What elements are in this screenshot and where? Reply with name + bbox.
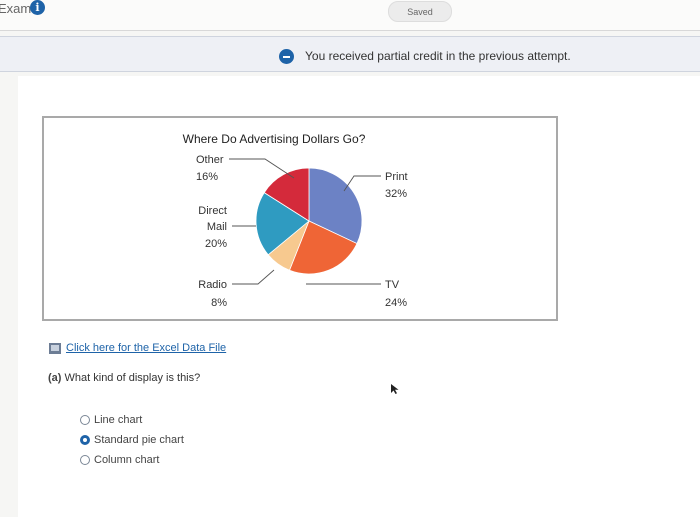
radio-button-selected[interactable] — [80, 435, 90, 445]
leader-line — [232, 269, 275, 285]
minus-circle-icon — [279, 49, 294, 64]
question-a: (a) What kind of display is this? — [48, 372, 200, 384]
slice-percent-label: 24% — [385, 297, 407, 309]
option-line-chart[interactable]: Line chart — [80, 410, 184, 430]
partial-credit-notice: You received partial credit in the previ… — [0, 36, 700, 72]
slice-percent-label: 20% — [205, 238, 227, 250]
slice-category-label: Mail — [207, 221, 227, 233]
pie-slice-other — [263, 167, 310, 222]
slice-percent-label: 32% — [385, 188, 407, 200]
chart-title: Where Do Advertising Dollars Go? — [183, 132, 366, 146]
top-bar: Exam i Saved — [0, 0, 700, 31]
excel-data-file-link[interactable]: Click here for the Excel Data File — [66, 342, 227, 354]
option-label: Line chart — [94, 414, 143, 426]
excel-link-row: Click here for the Excel Data File — [49, 342, 226, 354]
question-label: (a) — [48, 372, 62, 384]
info-icon[interactable]: i — [30, 0, 45, 15]
radio-button[interactable] — [80, 455, 90, 465]
leader-line — [343, 175, 381, 192]
file-icon — [49, 342, 61, 354]
slice-percent-label: 16% — [196, 171, 218, 183]
option-label: Column chart — [94, 454, 160, 466]
exam-label: Exam — [0, 1, 32, 16]
radio-button[interactable] — [80, 415, 90, 425]
pie-chart-figure: Where Do Advertising Dollars Go? Print 32… — [42, 116, 558, 321]
pie-slice-tv — [288, 220, 358, 275]
pie-slice-print — [308, 167, 363, 245]
slice-category-label: Radio — [198, 279, 227, 291]
slice-category-label: Other — [196, 154, 224, 166]
pie-slice-direct-mail — [255, 192, 310, 256]
leader-line — [229, 158, 295, 179]
option-standard-pie-chart[interactable]: Standard pie chart — [80, 430, 184, 450]
slice-category-label: TV — [385, 279, 400, 291]
mouse-cursor-icon — [391, 384, 399, 394]
saved-status-badge: Saved — [388, 1, 452, 22]
slice-category-label: Direct — [198, 205, 227, 217]
slice-percent-label: 8% — [211, 297, 227, 309]
notice-text: You received partial credit in the previ… — [305, 49, 571, 63]
slice-category-label: Print — [385, 171, 408, 183]
pie-chart-svg: Where Do Advertising Dollars Go? Print 32… — [183, 132, 408, 309]
option-label: Standard pie chart — [94, 434, 184, 446]
option-column-chart[interactable]: Column chart — [80, 450, 184, 470]
answer-options: Line chart Standard pie chart Column cha… — [80, 410, 184, 470]
question-text: What kind of display is this? — [64, 372, 201, 384]
